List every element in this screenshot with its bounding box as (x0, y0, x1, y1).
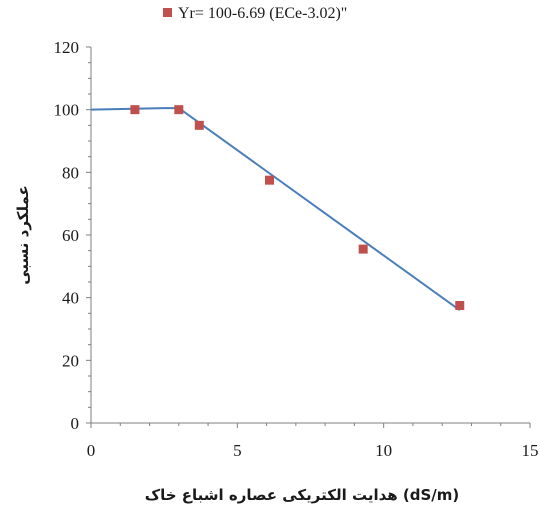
y-tick-label: 60 (62, 226, 79, 245)
y-tick-label: 0 (71, 414, 80, 433)
legend: Yr= 100-6.69 (ECe-3.02)" (163, 5, 347, 22)
data-point (358, 244, 368, 254)
data-point (194, 120, 204, 130)
x-tick-label: 5 (233, 441, 242, 460)
y-tick-label: 20 (62, 351, 79, 370)
x-tick-label: 10 (375, 441, 392, 460)
y-tick-label: 80 (62, 163, 79, 182)
x-axis-title: هدایت الکتریکی عصاره اشباع خاک (dS/m) (145, 486, 460, 504)
y-tick-label: 40 (62, 289, 79, 308)
trend-line (90, 107, 461, 312)
legend-marker (163, 8, 172, 17)
y-axis-title: عملکرد نسبی (14, 185, 32, 285)
plot-area (90, 105, 465, 312)
x-axis-ticks: 0 5 10 15 (87, 423, 539, 460)
data-point (455, 301, 465, 310)
data-point (174, 105, 184, 115)
x-tick-label: 0 (87, 441, 96, 460)
legend-label: Yr= 100-6.69 (ECe-3.02)" (178, 5, 347, 22)
y-axis-ticks: 0 20 40 60 80 100 120 (54, 38, 91, 433)
y-tick-label: 100 (54, 101, 80, 120)
y-tick-label: 120 (54, 38, 80, 57)
data-point (265, 175, 275, 185)
data-point (130, 105, 140, 115)
x-tick-label: 15 (522, 441, 539, 460)
